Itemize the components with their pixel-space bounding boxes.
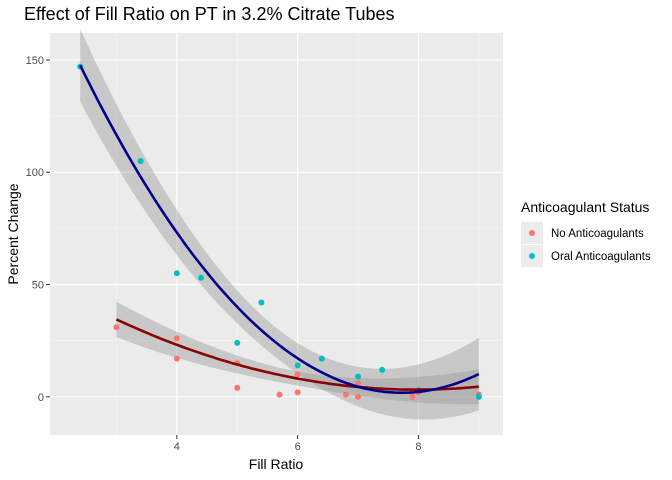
legend-marker: [529, 230, 535, 236]
legend: Anticoagulant Status No Anticoagulants Or…: [521, 199, 651, 267]
data-point: [198, 274, 204, 281]
y-axis-ticks: 0 50 100 150: [26, 55, 50, 404]
data-point: [379, 366, 386, 373]
data-point: [173, 270, 180, 277]
x-axis-ticks: 4 6 8: [174, 435, 422, 453]
confidence-band: [80, 29, 479, 420]
x-tick-label: 4: [174, 441, 180, 453]
confidence-band: [116, 301, 479, 405]
legend-marker: [529, 253, 535, 259]
y-tick-label: 150: [26, 55, 44, 67]
trend-line: [115, 318, 479, 392]
plot-panel: [50, 33, 503, 435]
major-gridlines: [50, 33, 503, 435]
data-point: [355, 380, 362, 387]
data-point: [355, 393, 362, 400]
data-point: [355, 373, 362, 380]
x-tick-label: 6: [295, 441, 301, 453]
trend-line: [79, 64, 480, 395]
data-point: [137, 158, 144, 165]
chart-title: Effect of Fill Ratio on PT in 3.2% Citra…: [24, 4, 395, 24]
y-axis-title: Percent Change: [5, 183, 21, 284]
x-tick-label: 8: [415, 441, 421, 453]
x-axis-title: Fill Ratio: [249, 456, 304, 472]
data-point: [234, 384, 241, 391]
data-point: [342, 391, 349, 398]
minor-gridlines: [50, 33, 503, 435]
legend-title: Anticoagulant Status: [521, 199, 649, 215]
y-tick-label: 50: [32, 280, 44, 292]
data-point: [173, 335, 180, 342]
data-point: [318, 355, 325, 362]
confidence-bands: [80, 29, 479, 420]
data-point: [173, 355, 180, 362]
data-point: [294, 371, 301, 378]
legend-label: No Anticoagulants: [551, 228, 644, 240]
y-tick-label: 100: [26, 167, 44, 179]
data-point: [276, 391, 283, 398]
legend-label: Oral Anticoagulants: [551, 251, 651, 263]
data-point: [294, 362, 301, 369]
y-tick-label: 0: [38, 392, 44, 404]
data-point: [113, 324, 120, 331]
trend-lines: [79, 64, 480, 395]
data-point: [258, 299, 265, 306]
data-point: [294, 389, 301, 396]
data-point: [475, 393, 482, 400]
data-point: [409, 393, 416, 400]
data-point: [234, 339, 241, 346]
